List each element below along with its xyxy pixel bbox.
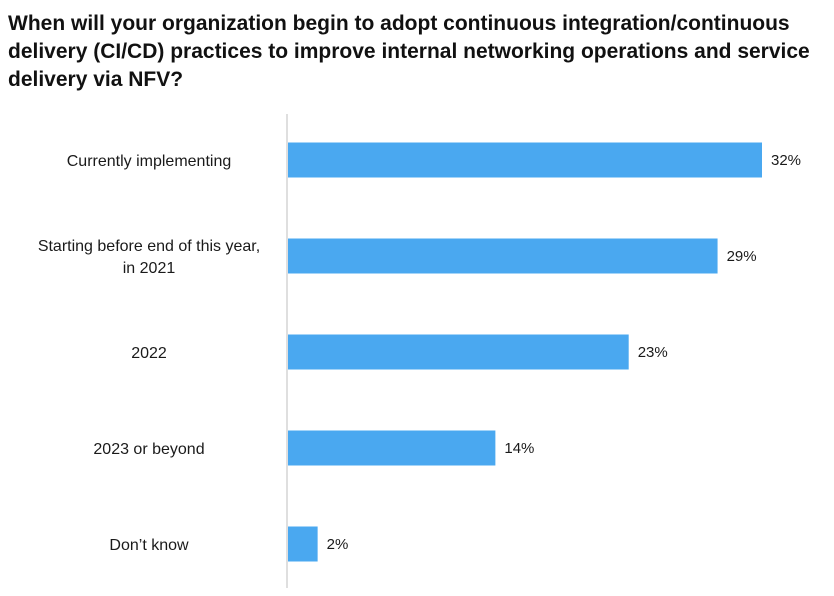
bar-1 (288, 238, 718, 274)
category-label-line: in 2021 (123, 260, 176, 277)
chart-title: When will your organization begin to ado… (8, 12, 810, 91)
value-label-2: 23% (638, 344, 668, 361)
category-label-0: Currently implementing (67, 153, 232, 170)
category-label-3: 2023 or beyond (93, 441, 204, 458)
value-label-0: 32% (771, 152, 801, 169)
category-label-4: Don’t know (109, 537, 189, 554)
category-label-2: 2022 (131, 345, 167, 362)
category-labels: Currently implementing Starting before en… (38, 153, 260, 554)
category-label-line: 2023 or beyond (93, 441, 204, 458)
category-label-line: Starting before end of this year, (38, 238, 260, 255)
bar-2 (288, 334, 629, 370)
bar-group (288, 142, 762, 562)
category-label-line: 2022 (131, 345, 167, 362)
value-label-4: 2% (327, 536, 349, 553)
value-label-1: 29% (727, 248, 757, 265)
bar-0 (288, 142, 762, 178)
category-label-1: Starting before end of this year, in 2021 (38, 238, 260, 277)
category-label-line: Don’t know (109, 537, 189, 554)
value-label-3: 14% (504, 440, 534, 457)
bar-4 (288, 526, 318, 562)
value-labels: 32% 29% 23% 14% 2% (327, 152, 801, 553)
category-label-line: Currently implementing (67, 153, 232, 170)
bar-3 (288, 430, 496, 466)
